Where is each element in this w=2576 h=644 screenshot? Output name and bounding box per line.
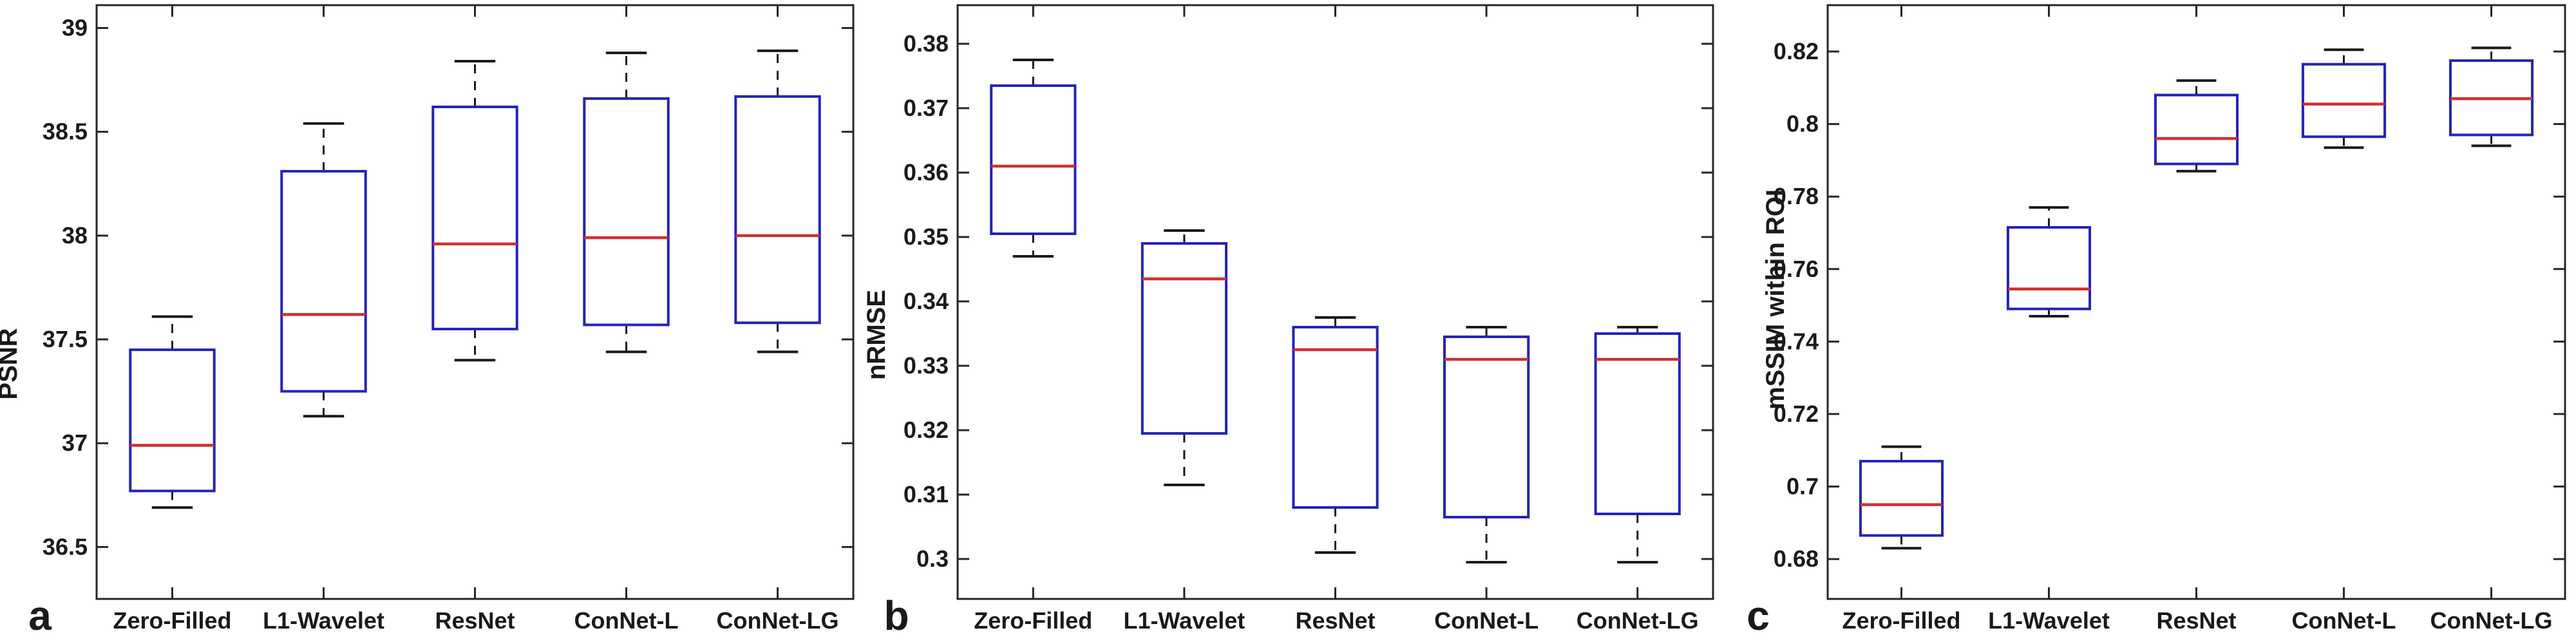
x-tick-label-c: Zero-Filled — [1842, 607, 1960, 634]
iqr-box-b-1 — [1141, 242, 1228, 435]
iqr-box-c-3 — [2301, 62, 2387, 138]
y-tick-label: 0.72 — [1774, 401, 1819, 427]
y-tick-label: 0.68 — [1774, 545, 1819, 572]
y-tick-label: 39 — [62, 14, 88, 41]
iqr-box-a-3 — [583, 97, 670, 327]
y-tick-label: 0.35 — [904, 223, 949, 250]
x-tick-label-b: L1-Wavelet — [1124, 607, 1245, 634]
y-tick-label: 37.5 — [43, 326, 88, 352]
x-tick-label-b: ConNet-L — [1434, 607, 1539, 634]
y-tick-label: 38 — [62, 222, 88, 249]
x-tick-label-c: ConNet-LG — [2430, 607, 2553, 634]
x-tick-label-a: ResNet — [435, 607, 515, 634]
y-tick-label: 0.78 — [1774, 183, 1819, 209]
x-tick-label-a: ConNet-L — [574, 607, 679, 634]
y-tick-label: 0.82 — [1774, 38, 1819, 64]
y-tick-label: 0.34 — [904, 288, 949, 314]
y-tick-label: 0.33 — [904, 352, 949, 379]
x-tick-label-a: ConNet-LG — [717, 607, 839, 634]
x-tick-label-a: L1-Wavelet — [263, 607, 384, 634]
panel-letter-a: a — [28, 592, 52, 639]
x-tick-label-a: Zero-Filled — [113, 607, 231, 634]
iqr-box-c-0 — [1859, 460, 1944, 537]
y-tick-label: 37 — [62, 430, 88, 456]
panel-letter-b: b — [884, 592, 909, 639]
y-tick-label: 0.7 — [1786, 473, 1819, 500]
iqr-box-a-1 — [280, 169, 367, 393]
x-tick-label-b: ResNet — [1295, 607, 1375, 634]
y-axis-label-b: nRMSE — [862, 290, 891, 380]
y-tick-label: 36.5 — [43, 533, 88, 560]
iqr-box-b-0 — [990, 84, 1077, 235]
y-tick-label: 0.8 — [1786, 111, 1819, 137]
y-axis-label-c: mSSIM within ROI — [1761, 189, 1790, 410]
iqr-box-b-3 — [1443, 336, 1530, 518]
x-tick-label-c: ResNet — [2156, 607, 2236, 634]
y-tick-label: 0.32 — [904, 417, 949, 443]
x-tick-label-c: L1-Wavelet — [1988, 607, 2110, 634]
y-tick-label: 0.76 — [1774, 256, 1819, 282]
iqr-box-a-0 — [129, 348, 216, 493]
y-tick-label: 0.3 — [916, 545, 949, 572]
iqr-box-c-1 — [2006, 226, 2092, 310]
panel-letter-c: c — [1747, 592, 1770, 639]
y-tick-label: 0.38 — [904, 30, 949, 57]
y-tick-label: 0.74 — [1774, 328, 1819, 354]
iqr-box-a-4 — [734, 95, 821, 325]
iqr-box-a-2 — [431, 105, 518, 330]
iqr-box-c-2 — [2154, 93, 2239, 166]
x-tick-label-b: Zero-Filled — [974, 607, 1092, 634]
y-tick-label: 0.36 — [904, 159, 949, 185]
y-tick-label: 0.37 — [904, 95, 949, 121]
x-tick-label-c: ConNet-L — [2292, 607, 2396, 634]
x-tick-label-b: ConNet-LG — [1577, 607, 1699, 634]
y-tick-label: 0.31 — [904, 481, 949, 507]
y-axis-label-a: PSNR — [0, 328, 23, 399]
iqr-box-b-4 — [1594, 332, 1681, 515]
iqr-box-b-2 — [1292, 326, 1379, 509]
y-tick-label: 38.5 — [43, 118, 88, 145]
